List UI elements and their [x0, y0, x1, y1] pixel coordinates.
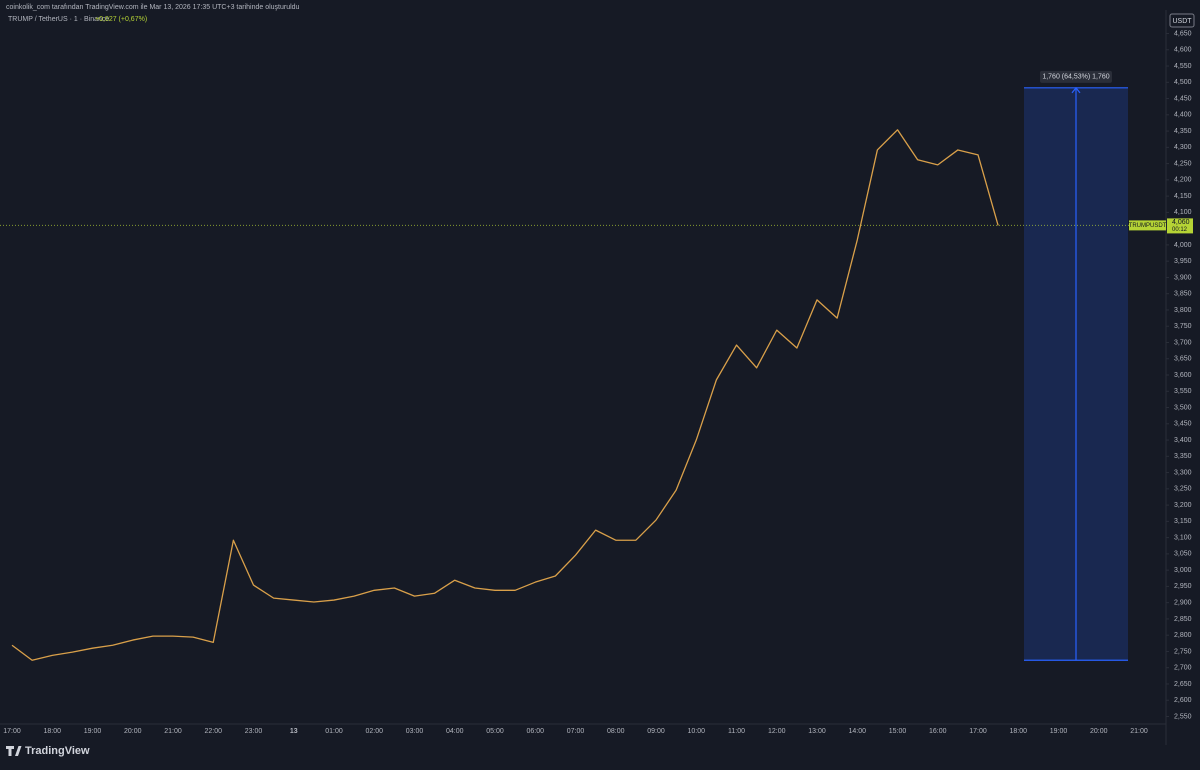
x-tick-label: 16:00	[929, 728, 947, 735]
y-tick-label: 3,800	[1174, 307, 1192, 314]
x-tick-label: 20:00	[1090, 728, 1108, 735]
y-tick-label: 3,450	[1174, 421, 1192, 428]
y-tick-label: 3,400	[1174, 437, 1192, 444]
y-tick-label: 3,650	[1174, 356, 1192, 363]
measure-label: 1,760 (64,53%) 1,760	[1042, 74, 1109, 81]
price-line	[11, 129, 999, 661]
y-tick-label: 4,350	[1174, 128, 1192, 135]
x-tick-label: 21:00	[1130, 728, 1148, 735]
x-tick-label: 08:00	[607, 728, 625, 735]
x-tick-label: 01:00	[325, 728, 343, 735]
x-tick-label: 17:00	[3, 728, 21, 735]
x-tick-label: 20:00	[124, 728, 142, 735]
x-tick-label: 05:00	[486, 728, 504, 735]
y-tick-label: 4,550	[1174, 63, 1192, 70]
y-tick-label: 3,850	[1174, 291, 1192, 298]
brand-name: TradingView	[25, 745, 90, 757]
x-tick-label: 14:00	[848, 728, 866, 735]
y-tick-label: 3,300	[1174, 469, 1192, 476]
y-tick-label: 3,000	[1174, 567, 1192, 574]
x-tick-label: 18:00	[1009, 728, 1027, 735]
x-tick-label: 21:00	[164, 728, 182, 735]
y-tick-label: 4,250	[1174, 160, 1192, 167]
y-tick-label: 4,150	[1174, 193, 1192, 200]
y-tick-label: 3,200	[1174, 502, 1192, 509]
symbol-title: TRUMP / TetherUS · 1 · Binance	[8, 16, 109, 23]
y-tick-label: 3,350	[1174, 453, 1192, 460]
y-tick-label: 3,250	[1174, 486, 1192, 493]
y-tick-label: 2,950	[1174, 583, 1192, 590]
last-price-label: 4,060	[1172, 219, 1190, 226]
y-tick-label: 3,700	[1174, 339, 1192, 346]
y-tick-label: 4,500	[1174, 79, 1192, 86]
x-tick-label: 10:00	[687, 728, 705, 735]
y-tick-label: 4,600	[1174, 47, 1192, 54]
y-tick-label: 3,900	[1174, 274, 1192, 281]
x-tick-label: 17:00	[969, 728, 987, 735]
measure-arrowhead	[1071, 86, 1081, 94]
x-tick-label: 13:00	[808, 728, 826, 735]
y-tick-label: 3,550	[1174, 388, 1192, 395]
x-tick-label: 06:00	[526, 728, 544, 735]
countdown-label: 00:12	[1172, 227, 1188, 233]
x-tick-label: 13	[290, 728, 298, 735]
y-tick-label: 3,600	[1174, 372, 1192, 379]
currency-label[interactable]: USDT	[1172, 18, 1192, 25]
x-tick-label: 15:00	[889, 728, 907, 735]
x-tick-label: 19:00	[1050, 728, 1068, 735]
x-tick-label: 07:00	[567, 728, 585, 735]
y-tick-label: 4,400	[1174, 112, 1192, 119]
x-tick-label: 19:00	[84, 728, 102, 735]
x-tick-label: 22:00	[204, 728, 222, 735]
y-tick-label: 2,650	[1174, 681, 1192, 688]
y-tick-label: 3,050	[1174, 551, 1192, 558]
y-tick-label: 4,000	[1174, 242, 1192, 249]
y-tick-label: 2,800	[1174, 632, 1192, 639]
symbol-tag	[1129, 220, 1166, 231]
y-tick-label: 2,700	[1174, 665, 1192, 672]
y-tick-label: 2,850	[1174, 616, 1192, 623]
price-change: +0,027 (+0,67%)	[95, 16, 147, 23]
brand-logo: TradingView	[6, 745, 90, 757]
symbol-tag-label: TRUMPUSDT	[1129, 223, 1167, 229]
y-tick-label: 2,750	[1174, 648, 1192, 655]
currency-box[interactable]	[1169, 13, 1195, 28]
y-tick-label: 3,150	[1174, 518, 1192, 525]
credit: coinkolik_com tarafından TradingView.com…	[6, 4, 300, 11]
x-tick-label: 12:00	[768, 728, 786, 735]
x-tick-label: 04:00	[446, 728, 464, 735]
x-tick-label: 03:00	[406, 728, 424, 735]
measure-label-box	[1040, 70, 1112, 83]
x-tick-label: 02:00	[365, 728, 383, 735]
y-tick-label: 3,100	[1174, 534, 1192, 541]
y-tick-label: 4,650	[1174, 30, 1192, 37]
x-tick-label: 18:00	[43, 728, 61, 735]
y-tick-label: 4,450	[1174, 95, 1192, 102]
x-tick-label: 09:00	[647, 728, 665, 735]
y-tick-label: 2,600	[1174, 697, 1192, 704]
last-price-tag	[1167, 218, 1193, 234]
y-tick-label: 3,750	[1174, 323, 1192, 330]
y-tick-label: 3,950	[1174, 258, 1192, 265]
y-tick-label: 3,500	[1174, 404, 1192, 411]
y-tick-label: 4,300	[1174, 144, 1192, 151]
y-tick-label: 4,200	[1174, 177, 1192, 184]
y-tick-label: 4,100	[1174, 209, 1192, 216]
y-tick-label: 2,550	[1174, 713, 1192, 720]
y-tick-label: 2,900	[1174, 600, 1192, 607]
x-tick-label: 11:00	[728, 728, 745, 735]
x-tick-label: 23:00	[245, 728, 263, 735]
brand-icon	[6, 746, 22, 756]
